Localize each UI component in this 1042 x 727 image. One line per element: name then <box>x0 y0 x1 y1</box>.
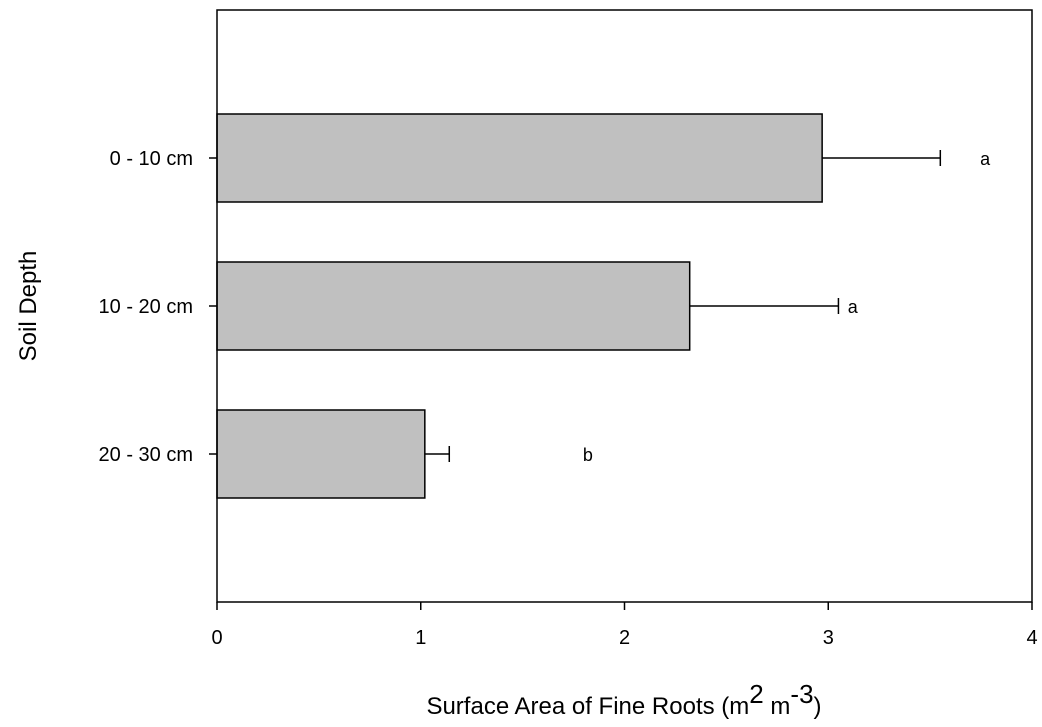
x-tick-label-4: 3 <box>823 627 834 649</box>
x-tick-label-1: 0 <box>211 627 222 649</box>
significance-label-1: a <box>980 149 991 169</box>
bar-1 <box>216 113 823 203</box>
x-axis-ticks: 0 1 2 3 4 <box>211 602 1038 649</box>
significance-label-2: a <box>848 297 859 317</box>
bar-3 <box>216 409 426 499</box>
x-axis-title-base: Surface Area of Fine Roots (m <box>426 693 749 720</box>
error-bars-layer <box>424 150 942 462</box>
y-axis-ticks: 0 - 10 cm 10 - 20 cm 20 - 30 cm <box>99 148 217 466</box>
x-axis-title-sup-2: -3 <box>790 679 813 709</box>
bars-layer <box>216 113 823 499</box>
bar-2 <box>216 261 691 351</box>
y-axis-title: Soil Depth <box>15 251 42 362</box>
y-tick-label-1: 0 - 10 cm <box>110 148 193 170</box>
y-tick-label-2: 10 - 20 cm <box>99 296 193 318</box>
x-tick-label-5: 4 <box>1026 627 1037 649</box>
significance-label-3: b <box>583 445 593 465</box>
x-tick-label-3: 2 <box>619 627 630 649</box>
x-axis-title-mid: m <box>764 693 791 720</box>
x-axis-title-sup-1: 2 <box>749 679 763 709</box>
x-axis-title: Surface Area of Fine Roots (m2 m-3) <box>426 679 821 720</box>
x-axis-title-end: ) <box>814 693 822 720</box>
x-tick-label-2: 1 <box>415 627 426 649</box>
y-tick-label-3: 20 - 30 cm <box>99 444 193 466</box>
significance-labels: a a b <box>583 149 991 465</box>
